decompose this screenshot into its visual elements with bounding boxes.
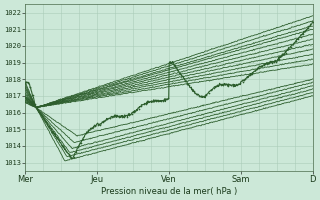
X-axis label: Pression niveau de la mer( hPa ): Pression niveau de la mer( hPa ): [101, 187, 237, 196]
